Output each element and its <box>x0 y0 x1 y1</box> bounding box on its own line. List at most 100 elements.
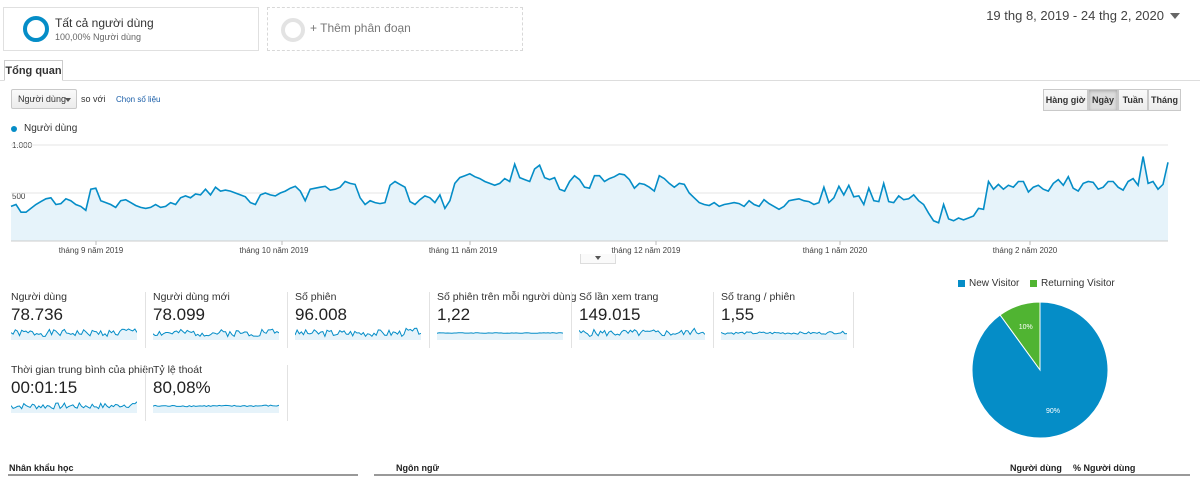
metric-label: Tỷ lệ thoát <box>153 364 203 376</box>
add-segment-button[interactable]: + Thêm phân đoạn <box>267 7 523 51</box>
sparkline <box>11 328 137 340</box>
metric-label: Số phiên trên mỗi người dùng <box>437 291 577 303</box>
y-tick-label: 500 <box>12 192 26 201</box>
divider <box>853 292 854 348</box>
granularity-month-button[interactable]: Tháng <box>1148 89 1181 111</box>
segment-all-users[interactable]: Tất cả người dùng 100,00% Người dùng <box>3 7 259 51</box>
segment-title: Tất cả người dùng <box>55 16 154 30</box>
sparkline-area <box>295 328 421 340</box>
sparkline-area <box>153 329 279 340</box>
legend-marker <box>11 126 17 132</box>
divider <box>429 292 430 348</box>
metric-card-pageviews[interactable]: Số lần xem trang 149.015 <box>579 291 719 353</box>
demographics-heading: Nhân khẩu học <box>9 463 74 473</box>
divider <box>287 365 288 421</box>
segment-subtitle: 100,00% Người dùng <box>55 32 141 42</box>
metric-label: Người dùng <box>11 291 67 303</box>
metric-value: 1,22 <box>437 305 471 324</box>
language-heading: Ngôn ngữ <box>396 463 440 473</box>
sparkline-line <box>11 401 137 410</box>
sparkline <box>295 327 421 340</box>
metric-dropdown[interactable]: Người dùng <box>11 89 77 109</box>
metric-card-pages-per-session[interactable]: Số trang / phiên 1,55 <box>721 291 861 353</box>
collapse-chart-button[interactable] <box>580 254 616 264</box>
metric-label: Thời gian trung bình của phiên <box>11 364 154 376</box>
x-tick-label: tháng 2 năm 2020 <box>992 246 1058 255</box>
metric-value: 00:01:15 <box>11 378 78 397</box>
metric-value: 78.736 <box>11 305 63 324</box>
metric-label: Số lần xem trang <box>579 291 659 303</box>
divider <box>571 292 572 348</box>
pct-users-column-header[interactable]: % Người dùng <box>1073 463 1136 473</box>
granularity-hourly-button[interactable]: Hàng giờ <box>1043 89 1088 111</box>
sparkline-area <box>437 332 563 340</box>
legend-swatch-new-visitor <box>958 280 965 287</box>
metric-value: 1,55 <box>721 305 755 324</box>
metric-label: Số phiên <box>295 291 337 303</box>
metric-label: Người dùng mới <box>153 291 230 303</box>
x-tick-label: tháng 10 năm 2019 <box>239 246 309 255</box>
pie-slice-new-visitor[interactable] <box>971 301 1109 439</box>
sparkline-line <box>437 332 563 334</box>
sparkline-line <box>295 327 421 338</box>
x-tick-label: tháng 9 năm 2019 <box>58 246 124 255</box>
sparkline <box>721 330 847 340</box>
sparkline <box>153 404 279 413</box>
legend-label: Người dùng <box>24 123 78 134</box>
sparkline-area <box>153 405 279 413</box>
tab-overview[interactable]: Tổng quan <box>4 60 63 81</box>
divider <box>374 474 1190 476</box>
metric-card-bounce-rate[interactable]: Tỷ lệ thoát 80,08% <box>153 364 293 426</box>
select-metric-link[interactable]: Chọn số liệu <box>116 95 161 104</box>
users-line-chart[interactable] <box>0 0 1200 270</box>
divider <box>8 474 358 476</box>
empty-segment-ring-icon <box>281 18 305 42</box>
metric-value: 80,08% <box>153 378 211 397</box>
pie-slice-label: 10% <box>1019 324 1033 331</box>
divider <box>145 365 146 421</box>
sparkline <box>579 327 705 340</box>
metric-card-sessions-per-user[interactable]: Số phiên trên mỗi người dùng 1,22 <box>437 291 577 353</box>
legend-label-returning-visitor: Returning Visitor <box>1041 278 1115 289</box>
metric-label: Số trang / phiên <box>721 291 796 303</box>
metric-value: 149.015 <box>579 305 641 324</box>
sparkline <box>153 328 279 340</box>
metric-card-new-users[interactable]: Người dùng mới 78.099 <box>153 291 293 353</box>
metric-card-sessions[interactable]: Số phiên 96.008 <box>295 291 435 353</box>
legend-swatch-returning-visitor <box>1030 280 1037 287</box>
divider <box>713 292 714 348</box>
granularity-week-button[interactable]: Tuần <box>1118 89 1148 111</box>
x-tick-label: tháng 12 năm 2019 <box>611 246 681 255</box>
chevron-down-icon <box>595 256 601 260</box>
vs-label: so với <box>81 94 106 104</box>
metric-value: 78.099 <box>153 305 205 324</box>
metric-card-users[interactable]: Người dùng 78.736 <box>11 291 151 353</box>
series-area <box>11 156 1168 241</box>
series-line <box>10 156 1169 224</box>
sparkline-line <box>579 327 705 338</box>
users-column-header[interactable]: Người dùng <box>1010 463 1062 473</box>
divider <box>145 292 146 348</box>
legend-label-new-visitor: New Visitor <box>969 278 1020 289</box>
sparkline <box>11 401 137 413</box>
pie-slice-label: 90% <box>1046 408 1060 415</box>
sparkline-line <box>11 328 137 338</box>
sparkline-line <box>153 404 279 408</box>
sparkline-line <box>721 330 847 335</box>
chevron-down-icon[interactable] <box>1170 13 1180 19</box>
visitor-type-pie-chart[interactable]: 10% 90% <box>960 290 1120 450</box>
metric-dropdown-value: Người dùng <box>18 94 66 104</box>
tab-divider <box>0 80 1200 81</box>
x-tick-label: tháng 1 năm 2020 <box>802 246 868 255</box>
metric-value: 96.008 <box>295 305 347 324</box>
x-tick-label: tháng 11 năm 2019 <box>428 246 498 255</box>
add-segment-label: + Thêm phân đoạn <box>310 21 411 35</box>
divider <box>287 292 288 348</box>
sparkline <box>437 332 563 340</box>
metric-card-avg-session-duration[interactable]: Thời gian trung bình của phiên 00:01:15 <box>11 364 154 426</box>
segment-ring-icon <box>23 16 49 42</box>
sparkline-line <box>153 328 279 338</box>
chevron-down-icon <box>65 98 71 102</box>
granularity-day-button[interactable]: Ngày <box>1088 89 1118 111</box>
date-range-picker[interactable]: 19 thg 8, 2019 - 24 thg 2, 2020 <box>986 8 1164 23</box>
